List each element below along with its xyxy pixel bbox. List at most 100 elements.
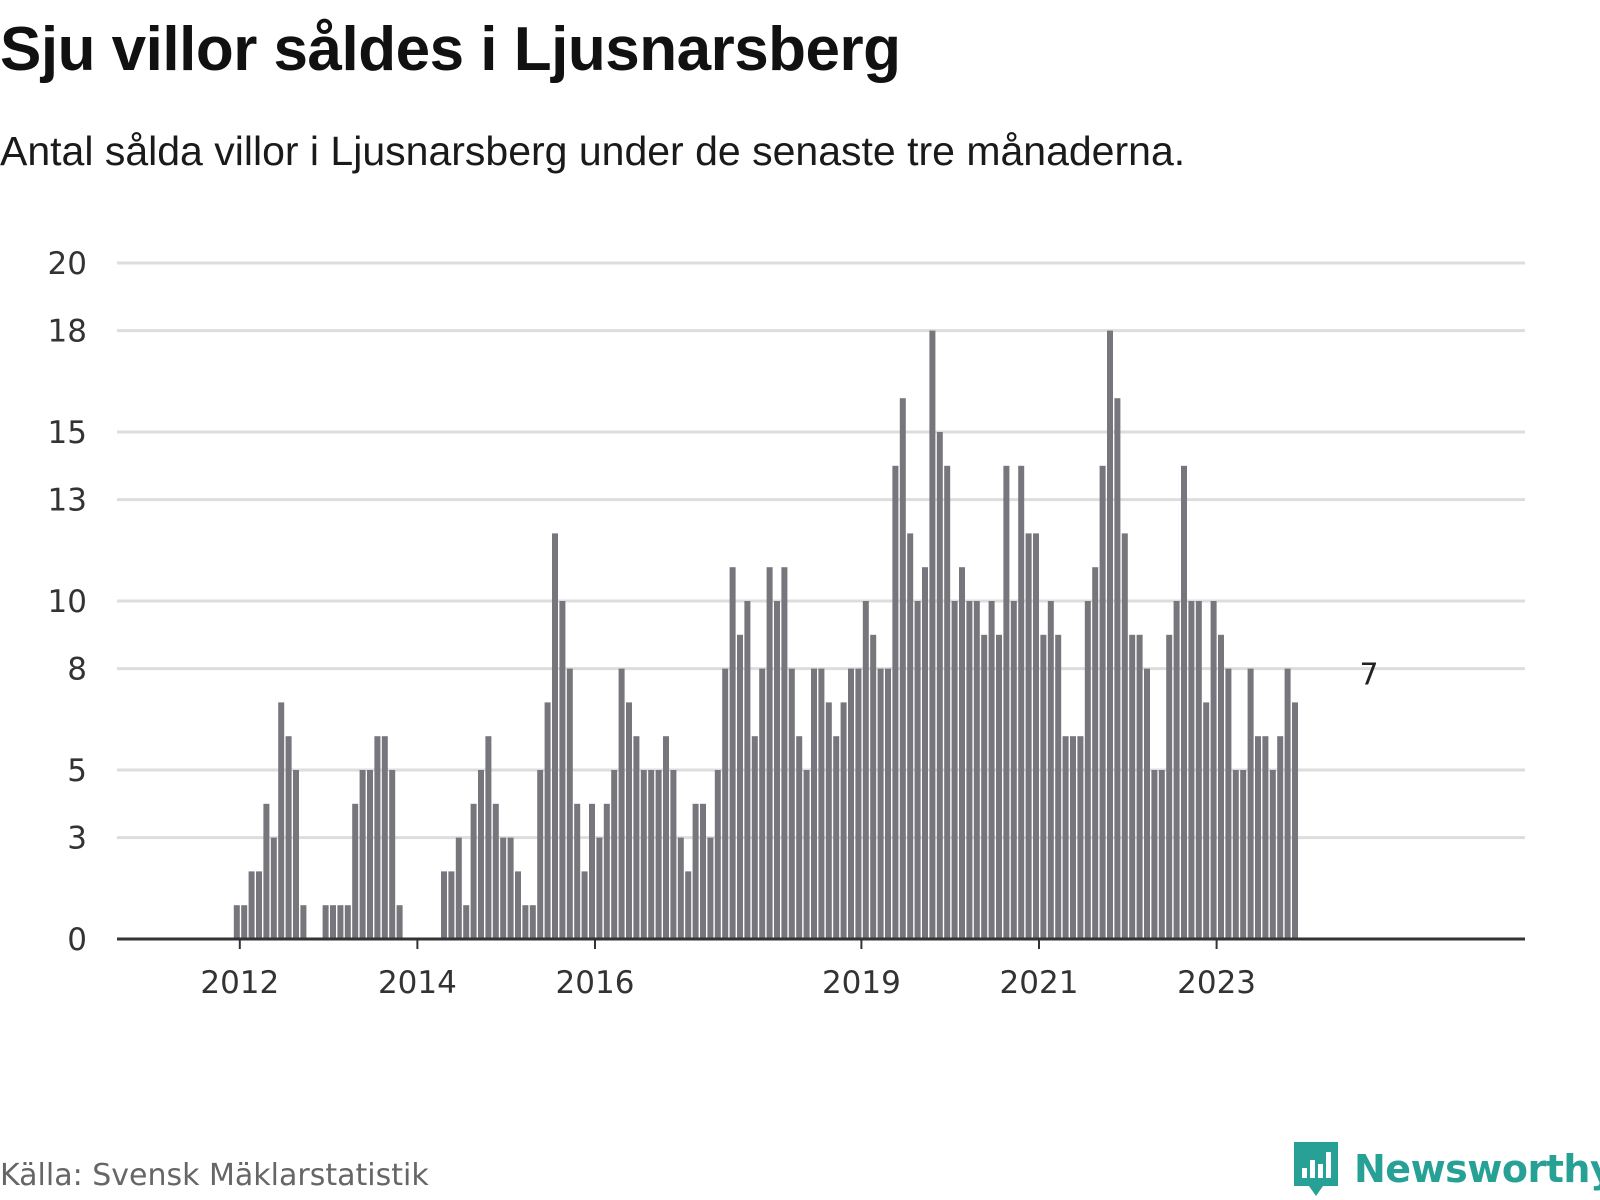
bar	[626, 702, 632, 939]
bar	[352, 803, 359, 939]
bar	[1084, 601, 1091, 939]
brand-name: Newsworthy	[1354, 1147, 1600, 1191]
bar	[1025, 533, 1032, 939]
chart-title: Sju villor såldes i Ljusnarsberg	[0, 15, 901, 84]
bar	[914, 601, 921, 939]
bars	[233, 330, 1298, 940]
x-tick-label: 2023	[1177, 965, 1256, 1001]
bar	[1033, 533, 1039, 939]
bar	[1240, 770, 1247, 939]
bar	[1055, 634, 1062, 939]
y-tick-label: 20	[48, 246, 87, 282]
bar	[270, 837, 277, 939]
bar	[1144, 668, 1150, 939]
x-tick-label: 2016	[556, 965, 635, 1001]
bar	[640, 770, 647, 939]
bar	[603, 803, 610, 939]
bar	[959, 567, 965, 939]
bar	[1047, 601, 1054, 939]
bar	[574, 803, 581, 939]
bar	[981, 634, 988, 939]
bar	[470, 803, 477, 939]
bar	[278, 702, 285, 939]
bar	[300, 905, 307, 939]
bar	[692, 803, 699, 939]
bar	[441, 871, 447, 939]
bar	[1262, 736, 1269, 939]
bar	[1003, 465, 1010, 939]
y-tick-label: 5	[67, 753, 87, 789]
bar	[1158, 770, 1165, 939]
bar	[759, 668, 766, 939]
brand-logo[interactable]: Newsworthy	[1290, 1138, 1600, 1200]
bar	[344, 905, 351, 939]
bar	[951, 601, 958, 939]
bar	[825, 702, 832, 939]
bar	[648, 770, 655, 939]
bar	[677, 837, 684, 939]
y-tick-label: 10	[48, 584, 87, 620]
bar	[788, 668, 795, 939]
bar	[1269, 770, 1276, 939]
y-tick-label: 13	[48, 483, 87, 519]
bar	[359, 770, 366, 939]
axes	[117, 937, 1525, 949]
bar	[781, 567, 788, 939]
bar	[966, 601, 973, 939]
bar	[744, 601, 751, 939]
bar	[1210, 601, 1217, 939]
bar	[1121, 533, 1128, 939]
bar	[707, 837, 714, 939]
bar	[1277, 736, 1284, 939]
bar	[1284, 668, 1291, 939]
bar	[522, 905, 529, 939]
bar	[396, 905, 403, 939]
bar	[663, 736, 669, 939]
bar	[1040, 634, 1047, 939]
bar	[848, 668, 854, 939]
bar	[885, 668, 891, 939]
bar	[515, 871, 521, 939]
source-note: Källa: Svensk Mäklarstatistik	[0, 1158, 429, 1193]
bar	[996, 634, 1002, 939]
labels: 0 3 5 8 10 13 15 18 20 7 2012 2014 2016 2019 2021 2023	[48, 246, 1379, 1001]
bar	[855, 668, 862, 939]
bar	[1114, 398, 1121, 939]
bar	[367, 770, 373, 939]
bar	[611, 770, 618, 939]
bar	[455, 837, 462, 939]
bar	[485, 736, 492, 939]
bar	[722, 668, 729, 939]
bar	[1077, 736, 1084, 939]
bar	[581, 871, 588, 939]
bar	[1247, 668, 1254, 939]
data-label: 7	[1359, 657, 1378, 692]
x-tick-label: 2012	[200, 965, 279, 1001]
bar	[796, 736, 803, 939]
bar	[1173, 601, 1180, 939]
bar	[337, 905, 344, 939]
bar	[1195, 601, 1202, 939]
bar	[1062, 736, 1069, 939]
bar	[766, 567, 773, 939]
bar	[293, 770, 299, 939]
bar	[988, 601, 995, 939]
bar	[1107, 330, 1113, 940]
bar	[537, 770, 544, 939]
bar	[818, 668, 825, 939]
bar	[1129, 634, 1136, 939]
bar	[544, 702, 551, 939]
bar	[1218, 634, 1224, 939]
bar	[922, 567, 928, 939]
bar	[389, 770, 396, 939]
bar	[566, 668, 573, 939]
y-tick-label: 3	[67, 821, 87, 857]
bar	[507, 837, 514, 939]
bar	[618, 668, 625, 939]
bar	[374, 736, 381, 939]
bar	[714, 770, 721, 939]
bar	[241, 905, 248, 939]
bar	[463, 905, 470, 939]
bar	[330, 905, 336, 939]
bar	[589, 803, 595, 939]
